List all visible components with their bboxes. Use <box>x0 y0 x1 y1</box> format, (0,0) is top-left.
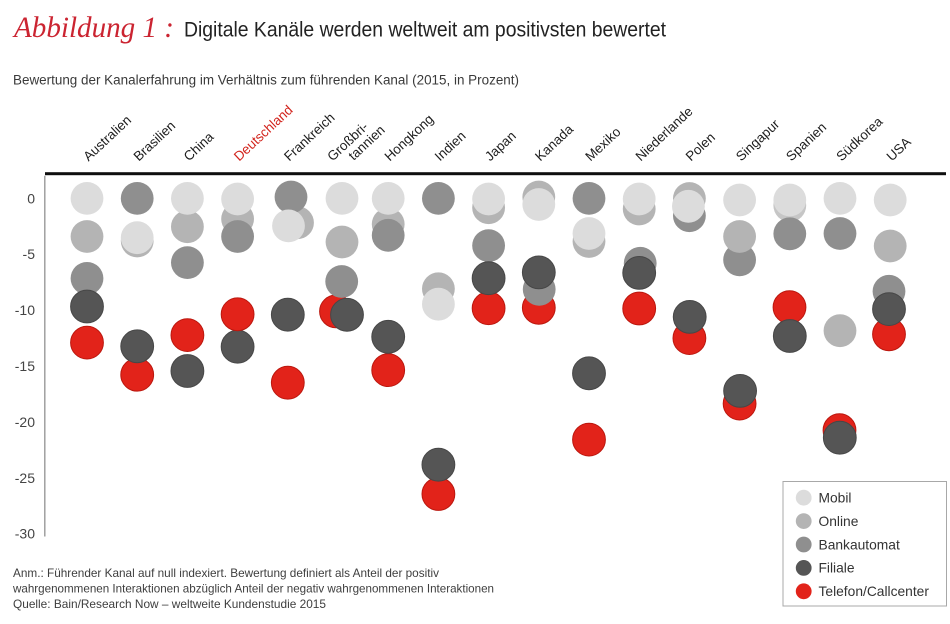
svg-text:-20: -20 <box>15 414 35 430</box>
svg-text:Bewertung der Kanalerfahrung i: Bewertung der Kanalerfahrung im Verhältn… <box>13 73 519 88</box>
svg-text:-15: -15 <box>15 358 35 374</box>
svg-text:0: 0 <box>27 190 35 206</box>
svg-text:Filiale: Filiale <box>819 561 855 576</box>
svg-text:Telefon/Callcenter: Telefon/Callcenter <box>819 584 930 599</box>
svg-text:Abbildung 1 :: Abbildung 1 : <box>12 11 174 44</box>
svg-text:Anm.: Führender Kanal auf null: Anm.: Führender Kanal auf null indexiert… <box>13 566 439 580</box>
svg-text:Quelle: Bain/Research Now – we: Quelle: Bain/Research Now – weltweite Ku… <box>13 597 326 611</box>
svg-text:Mobil: Mobil <box>819 491 852 506</box>
svg-text:Digitale Kanäle werden weltwei: Digitale Kanäle werden weltweit am posit… <box>184 19 666 42</box>
svg-text:Online: Online <box>819 514 859 529</box>
svg-text:wahrgenommenen Interaktionen a: wahrgenommenen Interaktionen abzüglich A… <box>12 581 494 595</box>
svg-text:-30: -30 <box>15 526 35 542</box>
svg-text:Bankautomat: Bankautomat <box>819 537 900 552</box>
svg-text:-5: -5 <box>23 246 36 262</box>
svg-text:-10: -10 <box>15 302 35 318</box>
svg-text:-25: -25 <box>15 470 35 486</box>
